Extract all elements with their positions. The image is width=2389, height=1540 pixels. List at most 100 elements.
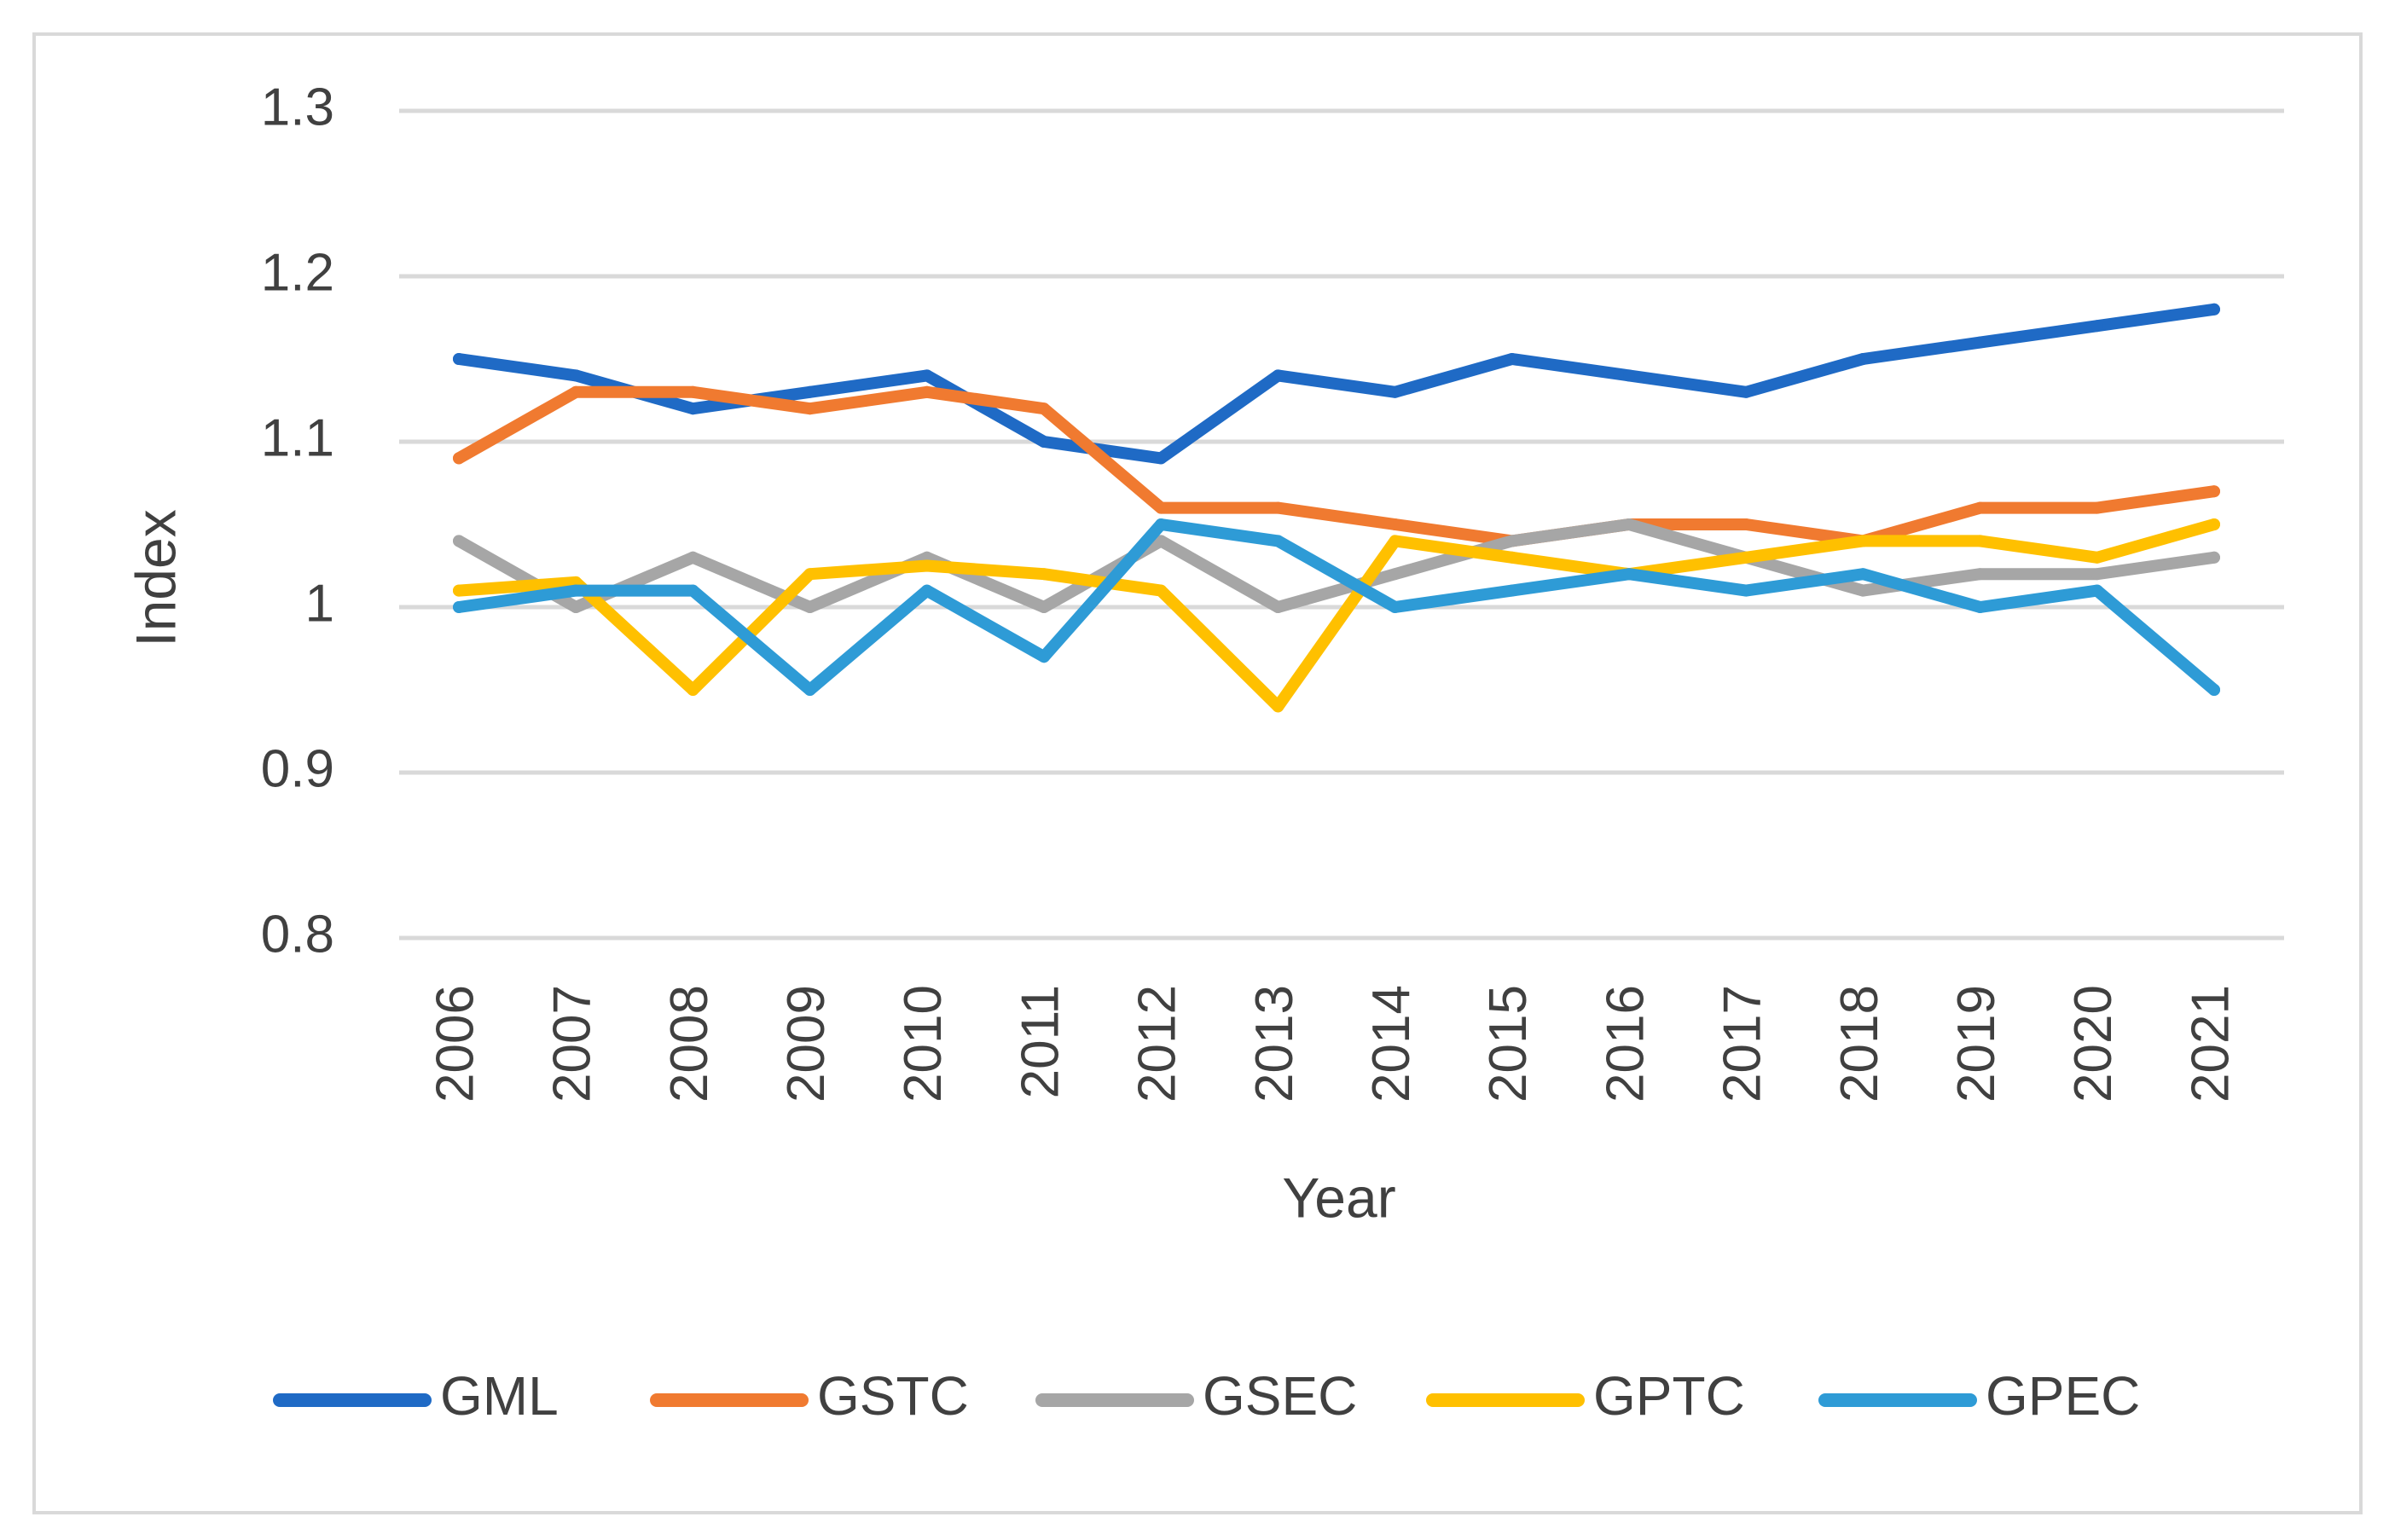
data-point bbox=[1389, 535, 1401, 547]
data-point bbox=[687, 402, 699, 415]
y-tick-label: 0.9 bbox=[261, 739, 334, 798]
data-point bbox=[803, 385, 816, 398]
data-point bbox=[1974, 601, 1986, 613]
data-point bbox=[453, 353, 465, 365]
data-point bbox=[1740, 551, 1753, 564]
data-point bbox=[1038, 651, 1050, 663]
x-tick-label: 2017 bbox=[1713, 985, 1772, 1103]
data-point bbox=[920, 385, 933, 398]
x-tick-label: 2014 bbox=[1362, 985, 1421, 1103]
data-point bbox=[1389, 518, 1401, 530]
data-point bbox=[2208, 684, 2220, 696]
data-point bbox=[453, 452, 465, 465]
data-point bbox=[1155, 452, 1168, 465]
legend-label: GPTC bbox=[1593, 1365, 1745, 1427]
legend-label: GSTC bbox=[817, 1365, 969, 1427]
series-line-gstc bbox=[453, 385, 2220, 547]
series-gpec bbox=[453, 518, 2220, 696]
data-point bbox=[1272, 501, 1284, 514]
data-point bbox=[2208, 518, 2220, 530]
data-point bbox=[1155, 584, 1168, 597]
x-tick-label: 2016 bbox=[1596, 985, 1655, 1103]
legend-item-gsec: GSEC bbox=[1035, 1365, 1357, 1427]
data-point bbox=[2208, 485, 2220, 498]
data-point bbox=[1389, 601, 1401, 613]
data-point bbox=[2208, 551, 2220, 564]
y-tick-label: 1.2 bbox=[261, 243, 334, 302]
data-point bbox=[570, 601, 583, 613]
data-point bbox=[1155, 518, 1168, 530]
data-point bbox=[1155, 535, 1168, 547]
data-point bbox=[1974, 501, 1986, 514]
data-point bbox=[1038, 436, 1050, 448]
data-point bbox=[570, 385, 583, 398]
data-point bbox=[2090, 568, 2103, 581]
x-tick-label: 2013 bbox=[1245, 985, 1304, 1103]
data-point bbox=[1505, 551, 1518, 564]
data-point bbox=[687, 385, 699, 398]
data-point bbox=[1272, 535, 1284, 547]
data-point bbox=[687, 551, 699, 564]
y-tick-label: 1 bbox=[305, 574, 334, 633]
data-point bbox=[1155, 501, 1168, 514]
data-point bbox=[1857, 584, 1870, 597]
y-tick-label: 1.3 bbox=[261, 78, 334, 136]
legend-label: GML bbox=[440, 1365, 559, 1427]
data-point bbox=[1623, 518, 1635, 530]
data-point bbox=[1623, 568, 1635, 581]
x-tick-label: 2010 bbox=[894, 985, 953, 1103]
data-point bbox=[2090, 584, 2103, 597]
data-point bbox=[1038, 601, 1050, 613]
data-point bbox=[1740, 518, 1753, 530]
data-point bbox=[1505, 353, 1518, 365]
x-tick-label: 2012 bbox=[1128, 985, 1187, 1103]
data-point bbox=[1974, 568, 1986, 581]
x-tick-label: 2020 bbox=[2064, 985, 2123, 1103]
data-point bbox=[1389, 385, 1401, 398]
legend-item-gpec: GPEC bbox=[1818, 1365, 2140, 1427]
data-point bbox=[453, 584, 465, 597]
data-point bbox=[687, 684, 699, 696]
x-tick-label: 2011 bbox=[1011, 985, 1070, 1098]
data-point bbox=[920, 559, 933, 572]
legend-item-gstc: GSTC bbox=[650, 1365, 969, 1427]
data-series bbox=[453, 303, 2220, 713]
data-point bbox=[803, 684, 816, 696]
x-tick-label: 2015 bbox=[1479, 985, 1538, 1103]
data-point bbox=[1857, 568, 1870, 581]
y-axis-tick-labels: 0.8 0.9 1 1.1 1.2 1.3 bbox=[261, 78, 334, 964]
data-point bbox=[2090, 501, 2103, 514]
legend: GML GSTC GSEC GPTC GPEC bbox=[273, 1365, 2140, 1427]
series-line-gsec bbox=[453, 518, 2220, 613]
data-point bbox=[570, 584, 583, 597]
data-point bbox=[1272, 700, 1284, 713]
data-point bbox=[687, 584, 699, 597]
series-line-gpec bbox=[453, 518, 2220, 696]
data-point bbox=[803, 402, 816, 415]
data-point bbox=[1974, 535, 1986, 547]
data-point bbox=[2090, 551, 2103, 564]
data-point bbox=[1389, 568, 1401, 581]
data-point bbox=[1740, 385, 1753, 398]
x-tick-label: 2019 bbox=[1947, 985, 2006, 1103]
data-point bbox=[453, 535, 465, 547]
data-point bbox=[1974, 336, 1986, 349]
x-tick-label: 2006 bbox=[426, 985, 484, 1103]
y-axis-label: Index bbox=[124, 509, 187, 646]
y-tick-label: 0.8 bbox=[261, 905, 334, 964]
x-tick-label: 2021 bbox=[2181, 985, 2240, 1103]
legend-label: GSEC bbox=[1203, 1365, 1357, 1427]
legend-item-gptc: GPTC bbox=[1426, 1365, 1745, 1427]
x-tick-label: 2008 bbox=[660, 985, 719, 1103]
x-tick-label: 2018 bbox=[1830, 985, 1889, 1103]
data-point bbox=[1857, 353, 1870, 365]
data-point bbox=[1623, 369, 1635, 382]
series-line-gptc bbox=[453, 518, 2220, 713]
data-point bbox=[1272, 369, 1284, 382]
data-point bbox=[803, 568, 816, 581]
x-tick-label: 2009 bbox=[777, 985, 836, 1103]
data-point bbox=[1505, 535, 1518, 547]
data-point bbox=[1038, 568, 1050, 581]
